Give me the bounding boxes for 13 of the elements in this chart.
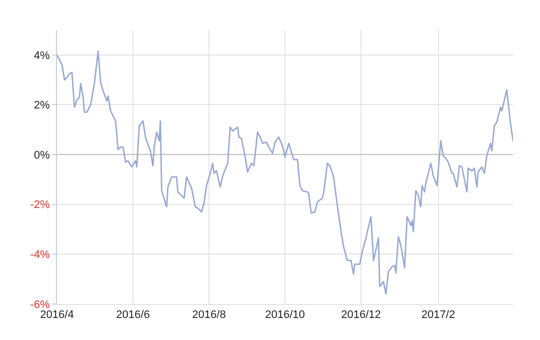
line-series bbox=[57, 50, 513, 295]
y-tick-label: -6% bbox=[30, 298, 50, 311]
x-tick-label: 2016/6 bbox=[116, 309, 150, 322]
x-tick-label: 2016/12 bbox=[341, 309, 381, 322]
x-tick-label: 2016/10 bbox=[265, 309, 305, 322]
x-tick-label: 2016/8 bbox=[192, 309, 226, 322]
y-tick-label: -2% bbox=[30, 199, 50, 212]
x-tick-label: 2016/4 bbox=[40, 309, 74, 322]
y-tick-label: -4% bbox=[30, 249, 50, 262]
y-tick-label: 0% bbox=[34, 149, 50, 162]
x-tick-label: 2017/2 bbox=[421, 309, 456, 322]
y-tick-label: 2% bbox=[34, 100, 50, 112]
y-tick-label: 4% bbox=[34, 50, 50, 62]
